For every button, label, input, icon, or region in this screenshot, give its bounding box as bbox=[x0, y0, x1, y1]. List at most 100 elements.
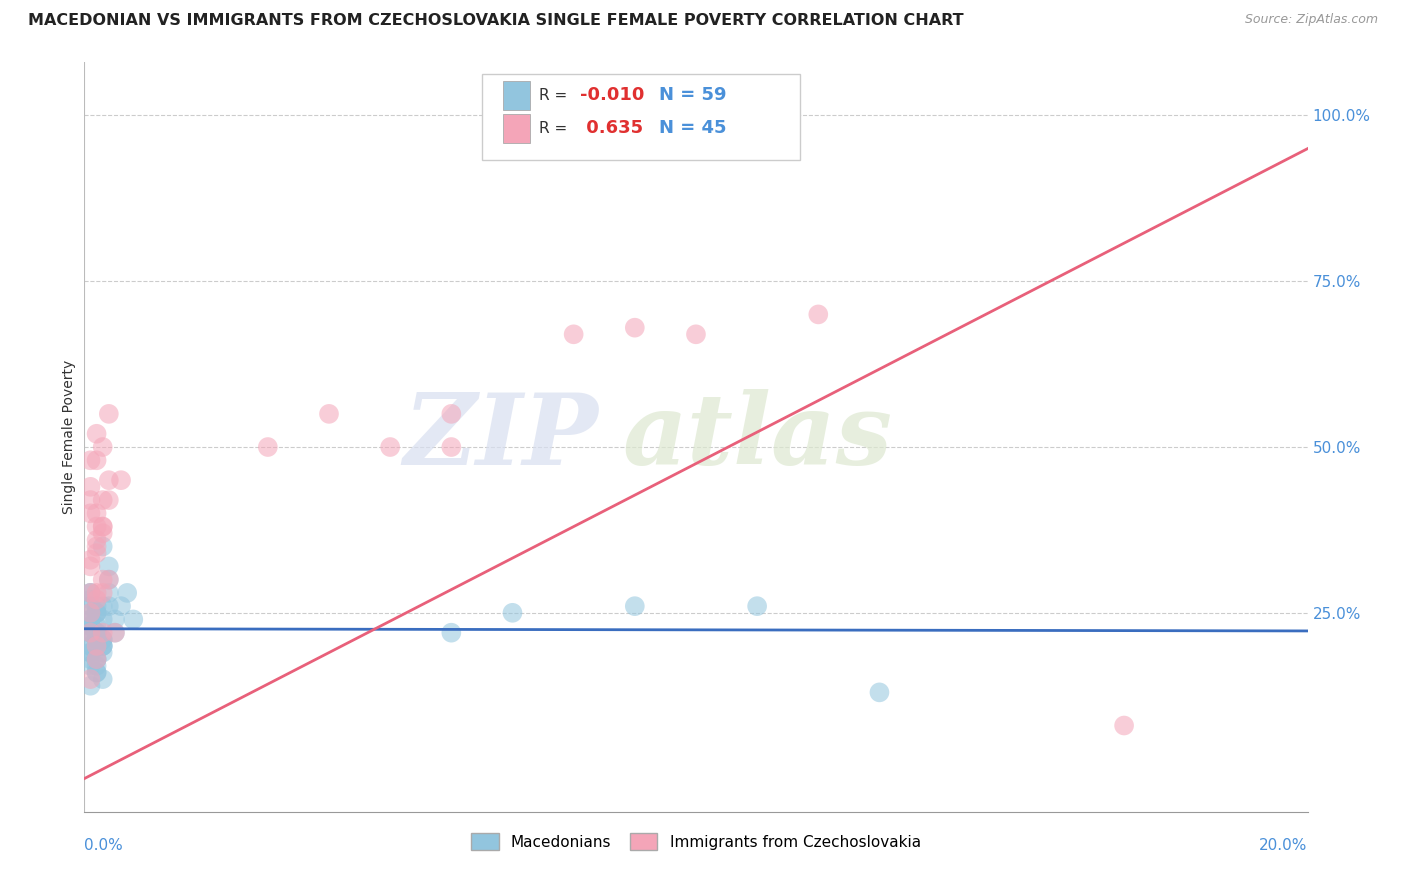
Point bbox=[86, 519, 108, 533]
Point bbox=[79, 453, 101, 467]
Point bbox=[79, 625, 101, 640]
Text: ZIP: ZIP bbox=[404, 389, 598, 485]
Text: N = 45: N = 45 bbox=[659, 120, 727, 137]
Point bbox=[79, 586, 101, 600]
Point bbox=[104, 625, 127, 640]
FancyBboxPatch shape bbox=[503, 81, 530, 110]
Point bbox=[86, 606, 108, 620]
Point bbox=[91, 639, 114, 653]
Point bbox=[562, 327, 585, 342]
Point bbox=[440, 625, 463, 640]
Point bbox=[79, 639, 101, 653]
Point bbox=[747, 599, 769, 614]
Point bbox=[91, 612, 114, 626]
Point bbox=[91, 625, 114, 640]
Point bbox=[97, 473, 120, 487]
Point bbox=[86, 652, 108, 666]
Point bbox=[79, 612, 101, 626]
Point bbox=[318, 407, 340, 421]
Point bbox=[91, 493, 114, 508]
Point bbox=[110, 599, 132, 614]
Point bbox=[685, 327, 707, 342]
Point bbox=[1114, 718, 1136, 732]
Point bbox=[86, 652, 108, 666]
Point bbox=[86, 625, 108, 640]
Point bbox=[807, 307, 830, 321]
Point bbox=[86, 665, 108, 680]
Point bbox=[86, 639, 108, 653]
Point bbox=[97, 573, 120, 587]
Point bbox=[624, 320, 647, 334]
FancyBboxPatch shape bbox=[482, 74, 800, 160]
Point bbox=[86, 546, 108, 560]
Point bbox=[91, 526, 114, 541]
Text: atlas: atlas bbox=[623, 389, 893, 485]
Y-axis label: Single Female Poverty: Single Female Poverty bbox=[62, 360, 76, 514]
Point bbox=[86, 606, 108, 620]
Text: -0.010: -0.010 bbox=[579, 87, 644, 104]
Point bbox=[91, 586, 114, 600]
Point bbox=[86, 533, 108, 547]
Point bbox=[79, 646, 101, 660]
Point bbox=[79, 625, 101, 640]
Point bbox=[86, 453, 108, 467]
Point bbox=[79, 480, 101, 494]
Point bbox=[79, 586, 101, 600]
Point bbox=[440, 407, 463, 421]
Point bbox=[79, 559, 101, 574]
Point bbox=[86, 606, 108, 620]
Point bbox=[104, 612, 127, 626]
Point bbox=[91, 632, 114, 647]
Text: MACEDONIAN VS IMMIGRANTS FROM CZECHOSLOVAKIA SINGLE FEMALE POVERTY CORRELATION C: MACEDONIAN VS IMMIGRANTS FROM CZECHOSLOV… bbox=[28, 13, 963, 29]
Point bbox=[86, 506, 108, 520]
Point bbox=[86, 625, 108, 640]
Point bbox=[115, 586, 138, 600]
Point bbox=[91, 519, 114, 533]
Point bbox=[79, 619, 101, 633]
Point bbox=[79, 652, 101, 666]
Point bbox=[257, 440, 280, 454]
Point bbox=[97, 559, 120, 574]
Point bbox=[79, 553, 101, 567]
Point bbox=[86, 599, 108, 614]
Point bbox=[869, 685, 891, 699]
Point bbox=[86, 658, 108, 673]
Point bbox=[79, 493, 101, 508]
Point bbox=[110, 473, 132, 487]
Point bbox=[86, 625, 108, 640]
Point bbox=[79, 672, 101, 686]
Point bbox=[86, 592, 108, 607]
Point bbox=[91, 639, 114, 653]
Point bbox=[97, 493, 120, 508]
Point bbox=[79, 658, 101, 673]
Point bbox=[79, 612, 101, 626]
Point bbox=[624, 599, 647, 614]
Point bbox=[97, 586, 120, 600]
Point bbox=[86, 665, 108, 680]
Point bbox=[97, 573, 120, 587]
Point bbox=[79, 639, 101, 653]
Point bbox=[86, 426, 108, 441]
Point bbox=[97, 407, 120, 421]
Point bbox=[79, 586, 101, 600]
Text: Source: ZipAtlas.com: Source: ZipAtlas.com bbox=[1244, 13, 1378, 27]
Point bbox=[79, 625, 101, 640]
Point bbox=[86, 619, 108, 633]
Point bbox=[86, 625, 108, 640]
Point bbox=[86, 652, 108, 666]
Point bbox=[79, 606, 101, 620]
Point bbox=[79, 599, 101, 614]
FancyBboxPatch shape bbox=[503, 114, 530, 143]
Point bbox=[380, 440, 402, 454]
Point bbox=[91, 599, 114, 614]
Point bbox=[104, 625, 127, 640]
Point bbox=[79, 506, 101, 520]
Text: 0.635: 0.635 bbox=[579, 120, 643, 137]
Point bbox=[91, 519, 114, 533]
Text: R =: R = bbox=[540, 121, 572, 136]
Point bbox=[79, 606, 101, 620]
Point bbox=[91, 639, 114, 653]
Point bbox=[79, 619, 101, 633]
Point bbox=[79, 679, 101, 693]
Text: 20.0%: 20.0% bbox=[1260, 838, 1308, 854]
